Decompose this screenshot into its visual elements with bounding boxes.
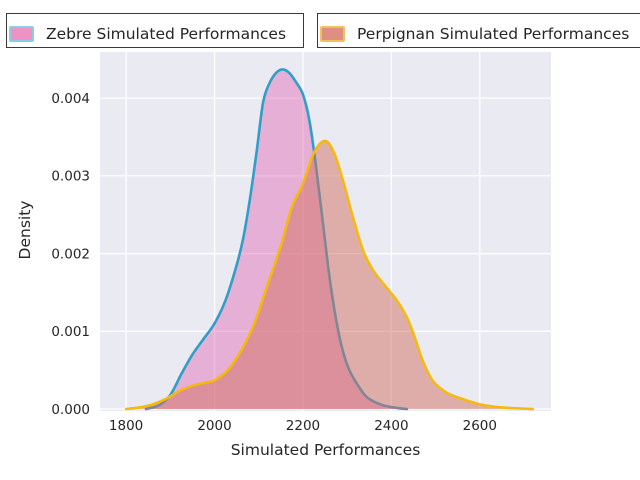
x-tick-label: 1800 <box>109 418 143 434</box>
perpignan-legend-label: Perpignan Simulated Performances <box>357 25 630 43</box>
x-tick-label: 2600 <box>463 418 497 434</box>
y-tick-label: 0.003 <box>51 169 90 185</box>
zebre-color-swatch <box>9 26 34 42</box>
kde-fill-perpignan <box>126 140 533 409</box>
x-tick-label: 2200 <box>286 418 320 434</box>
y-tick-label: 0.002 <box>51 246 90 262</box>
legend-item-zebre: Zebre Simulated Performances <box>6 13 304 48</box>
x-tick-label: 2000 <box>197 418 231 434</box>
y-tick-label: 0.004 <box>51 91 90 107</box>
kde-fill-zebre <box>145 69 407 409</box>
x-axis-title: Simulated Performances <box>230 441 421 459</box>
kde-line-perpignan <box>124 139 535 411</box>
x-tick-label: 2400 <box>374 418 408 434</box>
y-tick-label: 0.001 <box>51 324 90 340</box>
legend-item-perpignan: Perpignan Simulated Performances <box>317 13 640 48</box>
y-axis-title: Density <box>16 200 34 260</box>
perpignan-color-swatch <box>320 26 345 42</box>
zebre-legend-label: Zebre Simulated Performances <box>46 25 287 43</box>
y-tick-label: 0.000 <box>51 402 90 418</box>
